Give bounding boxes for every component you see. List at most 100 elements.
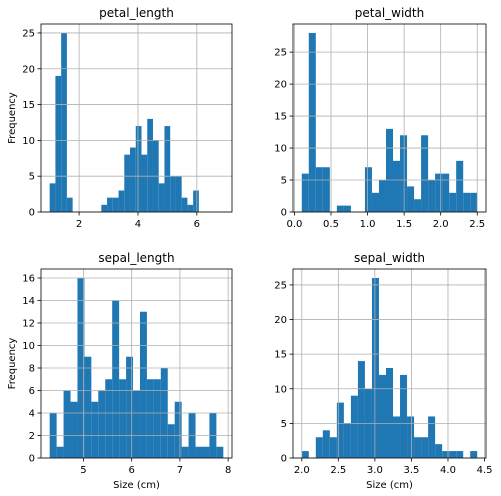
histogram-bar (400, 374, 408, 458)
histogram-bar (216, 446, 224, 458)
histogram-bar (449, 192, 457, 212)
histogram-bar (329, 437, 337, 458)
subplot-title: sepal_width (354, 251, 425, 265)
y-tick-label: 15 (274, 350, 287, 361)
histogram-bar (421, 135, 429, 212)
subplot-petal_width: 0.0 0.5 1.0 1.5 2.0 2.5 0 5 10 15 20 25 petal_width (274, 6, 487, 230)
y-tick-label: 2 (29, 431, 35, 442)
x-tick-label: 3.0 (367, 465, 383, 476)
histogram-bar (158, 183, 165, 212)
histogram-bar (193, 190, 199, 212)
histogram-bar (126, 356, 134, 458)
histogram-bar (322, 430, 330, 458)
histogram-bar (112, 300, 120, 458)
histogram-bar (66, 197, 73, 212)
y-tick-label: 25 (274, 48, 287, 59)
histogram-bar (442, 173, 450, 212)
histogram-bar (435, 444, 443, 458)
x-tick-label: 7 (177, 465, 183, 476)
histogram-bar (407, 416, 415, 458)
y-tick-label: 0 (281, 208, 287, 219)
y-tick-label: 20 (22, 64, 35, 75)
y-tick-label: 10 (22, 341, 35, 352)
subplot-title: petal_width (355, 6, 424, 20)
histogram-bar (153, 379, 161, 458)
histogram-bar (470, 451, 478, 458)
y-axis-label: Frequency (7, 338, 18, 390)
x-tick-label: 2.5 (330, 465, 346, 476)
x-tick-label: 3.5 (403, 465, 419, 476)
y-tick-label: 0 (29, 454, 35, 465)
histogram-bar (414, 437, 422, 458)
histogram-bar (135, 126, 142, 212)
histogram-bar (91, 401, 99, 458)
histogram-bar (202, 446, 210, 458)
x-tick-label: 8 (225, 465, 231, 476)
histogram-bar (301, 173, 309, 212)
y-tick-label: 0 (29, 208, 35, 219)
histogram-bar (315, 167, 323, 212)
histogram-bar (146, 379, 154, 458)
histogram-bar (181, 446, 189, 458)
subplot-petal_length: 2 4 6 0 5 10 15 20 25 petal_length Frequency (7, 6, 233, 230)
histogram-bar (393, 160, 401, 212)
histogram-bar (357, 361, 365, 458)
x-tick-label: 2 (76, 219, 82, 230)
axes-frame (292, 268, 487, 459)
x-axis-label: Size (cm) (113, 480, 160, 491)
y-tick-label: 5 (281, 419, 287, 430)
histogram-bar (174, 401, 182, 458)
histogram-bar (56, 446, 64, 458)
subplot-title: petal_length (99, 6, 174, 20)
histogram-bar (105, 379, 113, 458)
histogram-bar (371, 278, 379, 458)
histogram-bar (124, 154, 131, 212)
histogram-bar (385, 368, 394, 458)
y-tick-label: 4 (29, 409, 35, 420)
histogram-bar (195, 446, 203, 458)
histogram-bar (428, 180, 436, 212)
histogram-bar (170, 176, 176, 212)
histogram-bar (378, 374, 386, 458)
x-tick-label: 6 (128, 465, 134, 476)
y-tick-label: 20 (274, 80, 287, 91)
histogram-bar (147, 118, 153, 212)
histogram-bar (61, 32, 67, 213)
subplot-sepal_width: 2.0 2.5 3.0 3.5 4.0 4.5 0 5 10 15 20 25 sepal_width S… (274, 251, 492, 491)
histogram-bar (141, 154, 148, 212)
x-tick-label: 4.5 (477, 465, 493, 476)
y-tick-label: 10 (274, 144, 287, 155)
histogram-bar (414, 199, 422, 212)
x-tick-label: 2.0 (433, 219, 449, 230)
histogram-bar (400, 135, 408, 212)
histogram-bar (442, 451, 450, 458)
x-tick-label: 2.5 (469, 219, 485, 230)
x-tick-label: 6 (194, 219, 200, 230)
histogram-bar (49, 183, 56, 212)
x-tick-label: 1.0 (360, 219, 376, 230)
histogram-bar (98, 390, 106, 458)
histogram-bar (350, 395, 358, 458)
histogram-bar (112, 197, 119, 212)
histogram-bar (167, 424, 175, 458)
y-tick-label: 10 (22, 136, 35, 147)
histogram-bar (470, 192, 478, 212)
histogram-bar (364, 167, 372, 212)
histogram-bar (343, 423, 351, 458)
histogram-bar (428, 416, 436, 458)
y-tick-label: 10 (274, 384, 287, 395)
histogram-bar (63, 390, 71, 458)
y-axis-label: Frequency (7, 92, 18, 144)
histogram-bar (84, 356, 92, 458)
x-tick-label: 0.5 (323, 219, 339, 230)
histogram-bar (133, 390, 140, 458)
histogram-bar (407, 186, 415, 212)
subplot-title: sepal_length (98, 251, 174, 265)
histogram-bar (55, 75, 62, 212)
y-tick-label: 5 (281, 176, 287, 187)
y-tick-label: 14 (22, 296, 35, 307)
histogram-bar (175, 176, 182, 212)
y-tick-label: 0 (281, 454, 287, 465)
histogram-bar (315, 437, 323, 458)
